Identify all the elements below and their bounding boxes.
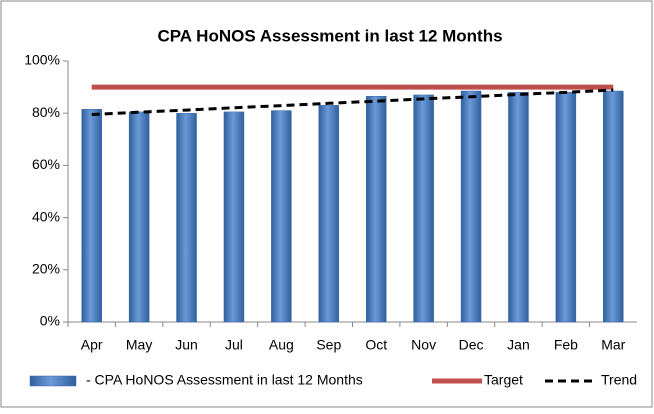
bar [603,90,624,323]
x-tick-label: Oct [365,337,387,353]
bar [176,112,197,323]
bar [271,110,292,323]
y-tick-label: 0% [40,313,60,329]
y-tick-label: 100% [24,52,60,68]
x-tick-label: Aug [269,337,294,353]
x-tick-label: Nov [411,337,436,353]
bar [223,111,245,323]
trend-line [91,88,614,117]
bar [128,111,150,323]
bar [318,105,340,323]
bar [413,94,434,323]
bar [81,109,102,323]
bar [508,92,529,323]
legend-label: Target [484,372,523,388]
bar [555,92,577,323]
x-tick-label: Jun [175,337,198,353]
x-tick-label: Mar [601,337,625,353]
y-tick-label: 80% [32,104,60,120]
x-tick-label: Dec [459,337,484,353]
y-tick-label: 20% [32,261,60,277]
legend-label: - CPA HoNOS Assessment in last 12 Months [86,372,363,388]
x-tick-label: May [126,337,152,353]
bar [365,95,387,323]
legend-marker [29,375,77,387]
y-tick-label: 60% [32,156,60,172]
x-tick-label: Jan [507,337,530,353]
y-tick-label: 40% [32,208,60,224]
legend-label: Trend [601,372,637,388]
x-tick-label: Jul [225,337,243,353]
chart-title: CPA HoNOS Assessment in last 12 Months [157,26,502,45]
x-tick-label: Apr [81,337,103,353]
x-tick-label: Sep [316,337,341,353]
x-tick-label: Feb [554,337,578,353]
bar [460,90,482,323]
